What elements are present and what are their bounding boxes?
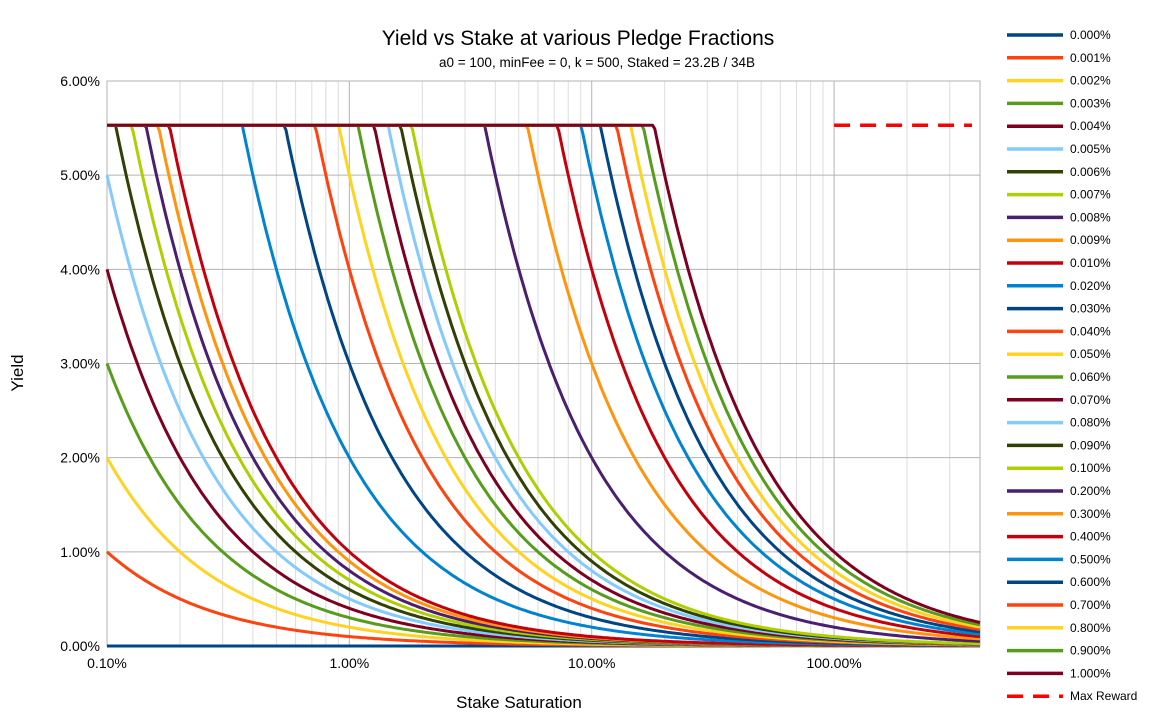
legend-label: 0.040% [1070, 324, 1111, 338]
legend-label: 0.400% [1070, 530, 1111, 544]
y-tick-label: 3.00% [60, 356, 100, 372]
legend-label: 0.006% [1070, 165, 1111, 179]
series-line-4 [105, 362, 980, 648]
legend-label: 0.003% [1070, 96, 1111, 110]
legend-label: 0.100% [1070, 461, 1111, 475]
x-tick-label: 1.00% [330, 655, 370, 671]
legend-label: 0.004% [1070, 119, 1111, 133]
legend-label: 0.009% [1070, 233, 1111, 247]
legend-label: 0.030% [1070, 302, 1111, 316]
legend-label: 0.500% [1070, 552, 1111, 566]
major-gridlines [106, 80, 980, 647]
legend-label: 0.007% [1070, 188, 1111, 202]
series-line-22 [107, 123, 981, 641]
legend-label: 0.900% [1070, 644, 1111, 658]
x-axis-title: Stake Saturation [456, 693, 582, 712]
y-tick-label: 5.00% [60, 167, 100, 183]
legend-label: 0.060% [1070, 370, 1111, 384]
legend-label: 1.000% [1070, 666, 1111, 680]
y-tick-label: 1.00% [60, 544, 100, 560]
legend-label: 0.300% [1070, 507, 1111, 521]
legend-label: 0.200% [1070, 484, 1111, 498]
legend-label: 0.001% [1070, 51, 1111, 65]
y-axis-title: Yield [8, 354, 27, 391]
legend-label: 0.050% [1070, 347, 1111, 361]
y-tick-label: 4.00% [60, 261, 100, 277]
tick-labels: 0.10% 1.00% 10.00% 100.00% 0.00% 1.00% 2.00% 3.… [60, 73, 861, 671]
y-tick-label: 0.00% [60, 638, 100, 654]
chart-title: Yield vs Stake at various Pledge Fractio… [382, 27, 775, 50]
legend-label: 0.002% [1070, 74, 1111, 88]
legend-label: 0.020% [1070, 279, 1111, 293]
legend-label: Max Reward [1070, 689, 1137, 703]
legend-label: 0.600% [1070, 575, 1111, 589]
legend-label: 0.070% [1070, 393, 1111, 407]
legend-label: 0.090% [1070, 438, 1111, 452]
y-tick-label: 2.00% [60, 450, 100, 466]
legend-label: 0.080% [1070, 416, 1111, 430]
y-tick-label: 6.00% [60, 73, 100, 89]
series-line-29 [107, 123, 981, 624]
legend-label: 0.000% [1070, 28, 1111, 42]
legend-label: 0.800% [1070, 621, 1111, 635]
legend: 0.000% 0.001% 0.002% 0.003% 0.004% 0.005% 0.00… [1007, 28, 1137, 703]
legend-label: 0.008% [1070, 210, 1111, 224]
series-line-6 [105, 174, 980, 648]
x-tick-label: 10.00% [568, 655, 615, 671]
legend-label: 0.010% [1070, 256, 1111, 270]
x-tick-label: 100.00% [806, 655, 861, 671]
series-lines [105, 123, 981, 648]
chart-subtitle: a0 = 100, minFee = 0, k = 500, Staked = … [439, 55, 755, 70]
x-tick-label: 0.10% [87, 655, 127, 671]
legend-label: 0.005% [1070, 142, 1111, 156]
legend-label: 0.700% [1070, 598, 1111, 612]
